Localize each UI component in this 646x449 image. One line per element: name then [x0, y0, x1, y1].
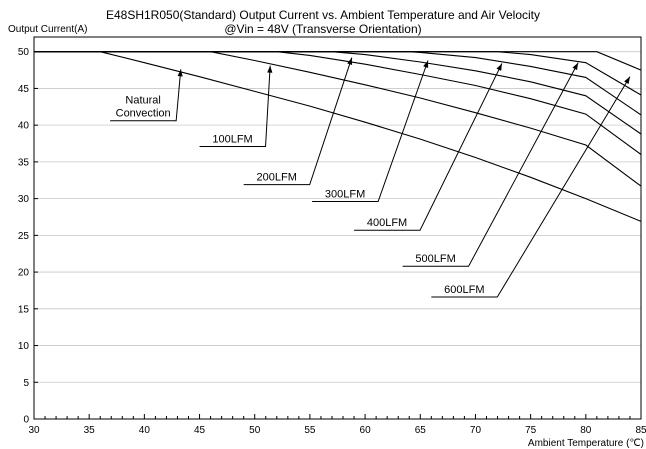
y-tick-label: 15: [18, 304, 30, 315]
series-line: [34, 51, 642, 155]
y-tick-label: 45: [18, 84, 30, 95]
x-tick-label: 80: [580, 425, 592, 436]
tick-labels: 0 5 10 15 20 25 30 35 40 45 50 30 35 40 45 50 55 60 65 70 75…: [18, 47, 646, 436]
annotation-arrowhead: [177, 69, 183, 77]
x-tick-label: 70: [470, 425, 482, 436]
series-line: [34, 51, 642, 222]
annotation-label: 300LFM: [325, 189, 365, 201]
annotation-arrowhead: [572, 62, 579, 71]
x-tick-label: 45: [194, 425, 206, 436]
x-tick-label: 35: [84, 425, 96, 436]
annotation-label: 200LFM: [257, 172, 297, 184]
y-axis-label: Output Current(A): [8, 24, 87, 35]
annotation-leader: [431, 76, 631, 298]
x-tick-label: 75: [525, 425, 537, 436]
x-tick-label: 85: [635, 425, 646, 436]
annotation-label: 600LFM: [444, 284, 484, 296]
annotation-leader: [110, 69, 182, 122]
annotation-leader: [354, 63, 503, 231]
x-tick-label: 40: [139, 425, 151, 436]
plot-frame: [33, 36, 642, 420]
annotation-leader: [402, 62, 579, 267]
y-tick-label: 50: [18, 47, 30, 58]
x-tick-label: 55: [304, 425, 316, 436]
series-lines: [34, 51, 642, 222]
chart-title: E48SH1R050(Standard) Output Current vs. …: [106, 8, 540, 22]
annotation-leader: [243, 57, 353, 186]
series-line: [34, 51, 642, 187]
annotation-arrowhead: [423, 60, 429, 68]
annotation-arrowhead: [347, 57, 353, 66]
y-tick-label: 35: [18, 157, 30, 168]
annotation-arrowhead: [267, 65, 273, 73]
series-line: [34, 51, 642, 71]
x-tick-label: 30: [28, 425, 40, 436]
x-axis-label: Ambient Temperature (℃): [528, 438, 644, 449]
annotation-arrowhead: [496, 63, 502, 71]
annotation-arrowhead: [624, 76, 630, 85]
y-tick-label: 0: [23, 415, 29, 426]
y-tick-label: 40: [18, 121, 30, 132]
annotation-label: Natural: [125, 95, 160, 107]
y-tick-label: 5: [23, 378, 29, 389]
series-line: [34, 51, 642, 135]
annotation-label: 400LFM: [367, 217, 407, 229]
x-tick-label: 50: [249, 425, 261, 436]
y-tick-label: 25: [18, 231, 30, 242]
annotation-leader: [312, 60, 429, 203]
chart-subtitle: @Vin = 48V (Transverse Orientation): [224, 22, 421, 36]
y-tick-label: 30: [18, 194, 30, 205]
annotation-label: 100LFM: [212, 133, 252, 145]
y-tick-label: 10: [18, 341, 30, 352]
x-tick-label: 60: [360, 425, 372, 436]
annotation-label: Convection: [116, 108, 171, 120]
x-tick-label: 65: [415, 425, 427, 436]
annotation-label: 500LFM: [415, 253, 455, 265]
y-tick-label: 20: [18, 268, 30, 279]
annotation-leader: [199, 65, 271, 147]
